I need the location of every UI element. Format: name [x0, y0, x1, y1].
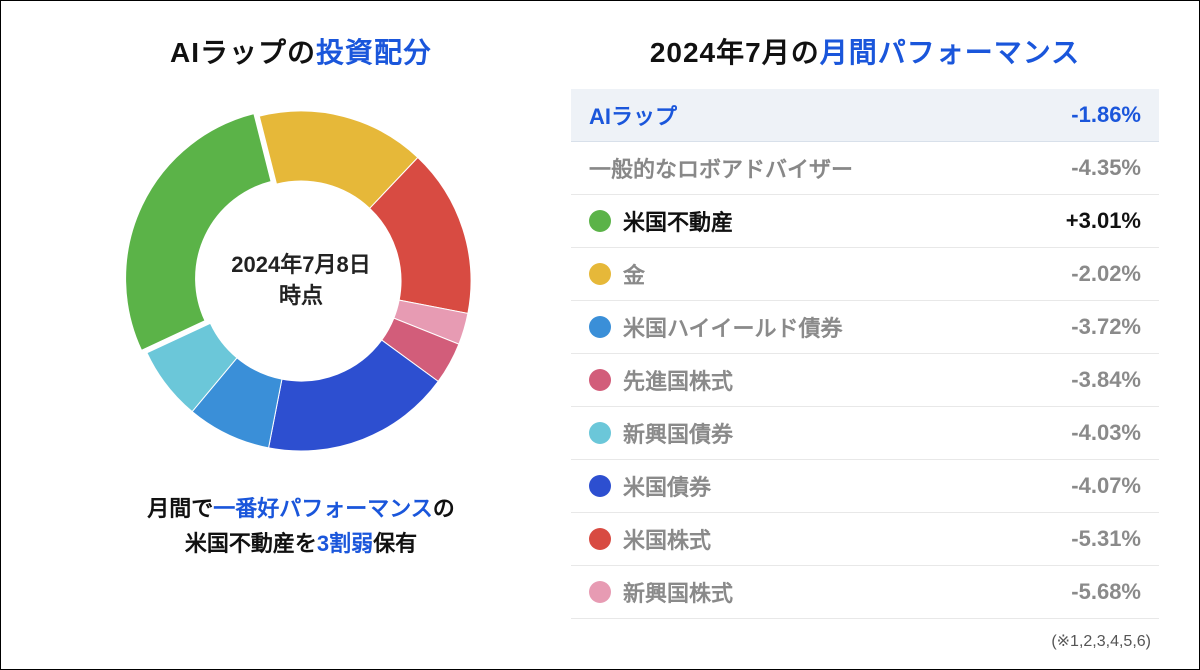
caption-line1: 月間で一番好パフォーマンスの: [147, 491, 455, 526]
asset-value: -4.03%: [1071, 420, 1141, 446]
perf-title-black: 2024年7月の: [650, 37, 820, 68]
allocation-title: AIラップの投資配分: [170, 31, 432, 71]
asset-row: 米国債券 -4.07%: [571, 460, 1159, 513]
asset-label: 米国株式: [589, 523, 711, 555]
asset-value: -4.07%: [1071, 473, 1141, 499]
asset-label: 米国不動産: [589, 205, 733, 237]
asset-label: 金: [589, 258, 645, 290]
perf-row-sub: 一般的なロボアドバイザー -4.35%: [571, 142, 1159, 195]
asset-value: -2.02%: [1071, 261, 1141, 287]
color-dot-icon: [589, 528, 611, 550]
asset-row: 米国株式 -5.31%: [571, 513, 1159, 566]
performance-table: AIラップ -1.86% 一般的なロボアドバイザー -4.35% 米国不動産 +3…: [571, 89, 1159, 619]
asset-name: 新興国株式: [623, 576, 733, 608]
asset-row: 新興国債券 -4.03%: [571, 407, 1159, 460]
perf-title-blue: 月間パフォーマンス: [820, 37, 1080, 68]
asset-row: 米国不動産 +3.01%: [571, 195, 1159, 248]
title-text-blue: 投資配分: [316, 37, 432, 68]
color-dot-icon: [589, 369, 611, 391]
performance-panel: 2024年7月の月間パフォーマンス AIラップ -1.86% 一般的なロボアドバ…: [561, 31, 1159, 649]
asset-name: 金: [623, 258, 645, 290]
perf-highlight-value: -1.86%: [1071, 102, 1141, 128]
asset-name: 米国不動産: [623, 205, 733, 237]
asset-value: +3.01%: [1066, 208, 1141, 234]
asset-name: 先進国株式: [623, 364, 733, 396]
main-container: AIラップの投資配分 2024年7月8日 時点 月間で一番好パフォーマンスの 米…: [1, 1, 1199, 669]
asset-name: 米国債券: [623, 470, 711, 502]
perf-sub-value: -4.35%: [1071, 155, 1141, 181]
asset-row: 金 -2.02%: [571, 248, 1159, 301]
donut-center-line2: 時点: [231, 281, 370, 312]
asset-label: 先進国株式: [589, 364, 733, 396]
asset-row: 新興国株式 -5.68%: [571, 566, 1159, 619]
color-dot-icon: [589, 422, 611, 444]
asset-value: -5.31%: [1071, 526, 1141, 552]
footnote: (※1,2,3,4,5,6): [571, 631, 1159, 651]
donut-chart: 2024年7月8日 時点: [121, 101, 481, 461]
asset-label: 新興国株式: [589, 576, 733, 608]
asset-rows-container: 米国不動産 +3.01% 金 -2.02% 米国ハイイールド債券 -3.72% 先進国株式 -…: [571, 195, 1159, 619]
donut-center-label: 2024年7月8日 時点: [231, 250, 370, 312]
perf-highlight-label: AIラップ: [589, 99, 677, 131]
asset-name: 新興国債券: [623, 417, 733, 449]
donut-center-line1: 2024年7月8日: [231, 250, 370, 281]
perf-row-highlight: AIラップ -1.86%: [571, 89, 1159, 142]
asset-label: 米国ハイイールド債券: [589, 311, 843, 343]
caption-line2: 米国不動産を3割弱保有: [147, 526, 455, 561]
asset-label: 新興国債券: [589, 417, 733, 449]
asset-label: 米国債券: [589, 470, 711, 502]
asset-name: 米国株式: [623, 523, 711, 555]
allocation-panel: AIラップの投資配分 2024年7月8日 時点 月間で一番好パフォーマンスの 米…: [41, 31, 561, 649]
color-dot-icon: [589, 263, 611, 285]
performance-title: 2024年7月の月間パフォーマンス: [571, 31, 1159, 71]
asset-value: -3.72%: [1071, 314, 1141, 340]
asset-name: 米国ハイイールド債券: [623, 311, 843, 343]
color-dot-icon: [589, 475, 611, 497]
allocation-caption: 月間で一番好パフォーマンスの 米国不動産を3割弱保有: [147, 491, 455, 561]
color-dot-icon: [589, 581, 611, 603]
color-dot-icon: [589, 316, 611, 338]
perf-sub-label: 一般的なロボアドバイザー: [589, 152, 853, 184]
asset-row: 米国ハイイールド債券 -3.72%: [571, 301, 1159, 354]
color-dot-icon: [589, 210, 611, 232]
donut-slice: [126, 114, 271, 351]
title-text-black: AIラップの: [170, 37, 316, 68]
asset-value: -5.68%: [1071, 579, 1141, 605]
asset-value: -3.84%: [1071, 367, 1141, 393]
asset-row: 先進国株式 -3.84%: [571, 354, 1159, 407]
